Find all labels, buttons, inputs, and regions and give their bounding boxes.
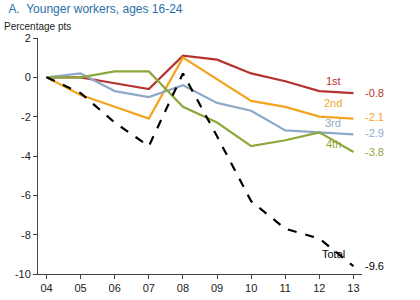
svg-text:11: 11 [280, 282, 291, 294]
svg-text:-4: -4 [21, 150, 31, 162]
svg-text:1st: 1st [326, 75, 341, 87]
svg-text:04: 04 [40, 282, 52, 294]
svg-text:-0.8: -0.8 [365, 87, 384, 99]
svg-text:2nd: 2nd [324, 97, 342, 109]
svg-text:10: 10 [245, 282, 257, 294]
svg-text:4th: 4th [326, 138, 341, 150]
svg-text:2: 2 [25, 32, 31, 44]
svg-text:-8: -8 [21, 229, 31, 241]
svg-text:3rd: 3rd [325, 117, 341, 129]
svg-text:08: 08 [177, 282, 189, 294]
svg-text:-2.1: -2.1 [365, 111, 384, 123]
svg-text:Percentage pts: Percentage pts [4, 21, 71, 32]
svg-text:-2: -2 [21, 111, 31, 123]
svg-text:09: 09 [211, 282, 223, 294]
svg-text:05: 05 [75, 282, 87, 294]
svg-text:0: 0 [25, 71, 31, 83]
svg-text:-6: -6 [21, 189, 31, 201]
svg-text:A. Younger workers, ages 16-2: A. Younger workers, ages 16-24 [8, 2, 182, 16]
svg-text:Total: Total [322, 248, 345, 260]
svg-text:-2.9: -2.9 [365, 127, 384, 139]
svg-text:-9.6: -9.6 [365, 260, 384, 272]
svg-text:12: 12 [313, 282, 325, 294]
svg-text:13: 13 [347, 282, 359, 294]
svg-text:-3.8: -3.8 [365, 146, 384, 158]
svg-text:07: 07 [143, 282, 155, 294]
svg-text:-10: -10 [15, 268, 31, 280]
svg-text:06: 06 [109, 282, 121, 294]
